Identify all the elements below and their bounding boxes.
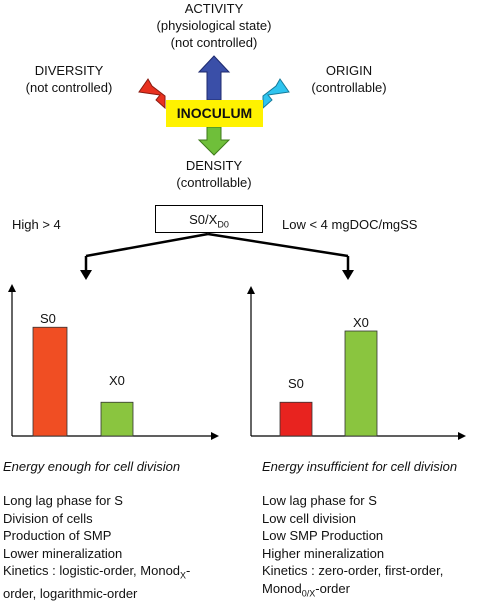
left-y-axis-arrow <box>8 284 16 292</box>
activity-line1: ACTIVITY <box>184 1 244 16</box>
left-item: Production of SMP <box>3 528 112 543</box>
left-kinetics: Kinetics : logistic-order, MonodX- <box>3 562 190 585</box>
right-caption: Energy insufficient for cell division <box>262 459 458 474</box>
activity-label: ACTIVITY (physiological state) (not cont… <box>139 0 289 51</box>
right-bar-s0 <box>279 401 313 437</box>
diversity-arrow <box>138 78 166 110</box>
right-branch-line <box>207 232 349 258</box>
right-y-axis-arrow <box>247 286 255 294</box>
right-effects-list: Low lag phase for S Low cell division Lo… <box>262 492 443 603</box>
left-bar-s0 <box>32 326 68 437</box>
right-bar-label-x0: X0 <box>353 315 369 330</box>
high-threshold-label: High > 4 <box>12 217 61 232</box>
diversity-label: DIVERSITY (not controlled) <box>4 62 134 96</box>
origin-label: ORIGIN (controllable) <box>289 62 409 96</box>
right-bar-label-s0: S0 <box>288 376 304 391</box>
left-caption: Energy enough for cell division <box>3 459 181 474</box>
diversity-line1: DIVERSITY <box>34 63 104 78</box>
right-item: Low cell division <box>262 510 356 526</box>
left-item: Lower mineralization <box>3 545 123 561</box>
ratio-main: S0/X <box>189 212 218 227</box>
left-bar-label-s0: S0 <box>40 311 56 326</box>
right-kinetics-text: Monod <box>262 580 302 596</box>
right-branch-arrowhead <box>342 270 354 280</box>
left-kinetics-sub: X <box>180 570 187 581</box>
left-effects-list: Long lag phase for S Division of cells P… <box>3 492 190 603</box>
left-item: Long lag phase for S <box>3 493 123 508</box>
ratio-subscript: D0 <box>217 219 229 230</box>
density-line2: (controllable) <box>176 175 252 190</box>
diversity-line2: (not controlled) <box>25 80 113 95</box>
left-bar-label-x0: X0 <box>109 373 125 388</box>
density-line1: DENSITY <box>185 158 243 173</box>
left-kinetics-text: Kinetics : logistic-order, Monod <box>3 563 181 578</box>
right-kinetics-suffix: -order <box>315 580 350 596</box>
origin-line2: (controllable) <box>311 80 387 95</box>
right-kinetics-line1: Kinetics : zero-order, first-order, <box>262 563 444 578</box>
right-bar-x0 <box>344 330 378 437</box>
activity-line3: (not controlled) <box>170 35 258 50</box>
right-item: Higher mineralization <box>262 545 385 561</box>
low-threshold-label: Low < 4 mgDOC/mgSS <box>282 217 418 232</box>
origin-line1: ORIGIN <box>325 63 373 78</box>
right-item: Low SMP Production <box>262 528 384 543</box>
right-item: Low lag phase for S <box>262 493 377 508</box>
density-arrow <box>197 126 231 156</box>
left-branch-line <box>85 232 209 258</box>
origin-arrow <box>262 78 290 110</box>
ratio-box: S0/XD0 <box>155 205 263 233</box>
left-x-axis-arrow <box>211 432 219 440</box>
left-bar-x0 <box>100 401 134 437</box>
inoculum-box: INOCULUM <box>166 100 263 127</box>
activity-arrow <box>197 55 231 101</box>
left-kinetics-suffix: - <box>186 563 191 578</box>
activity-line2: (physiological state) <box>156 18 272 33</box>
left-kinetics-line2: order, logarithmic-order <box>3 586 138 602</box>
right-kinetics: Monod0/X-order <box>262 580 443 603</box>
left-item: Division of cells <box>3 510 93 526</box>
density-label: DENSITY (controllable) <box>154 157 274 191</box>
right-kinetics-sub: 0/X <box>301 588 316 599</box>
left-branch-arrowhead <box>80 270 92 280</box>
right-x-axis-arrow <box>458 432 466 440</box>
